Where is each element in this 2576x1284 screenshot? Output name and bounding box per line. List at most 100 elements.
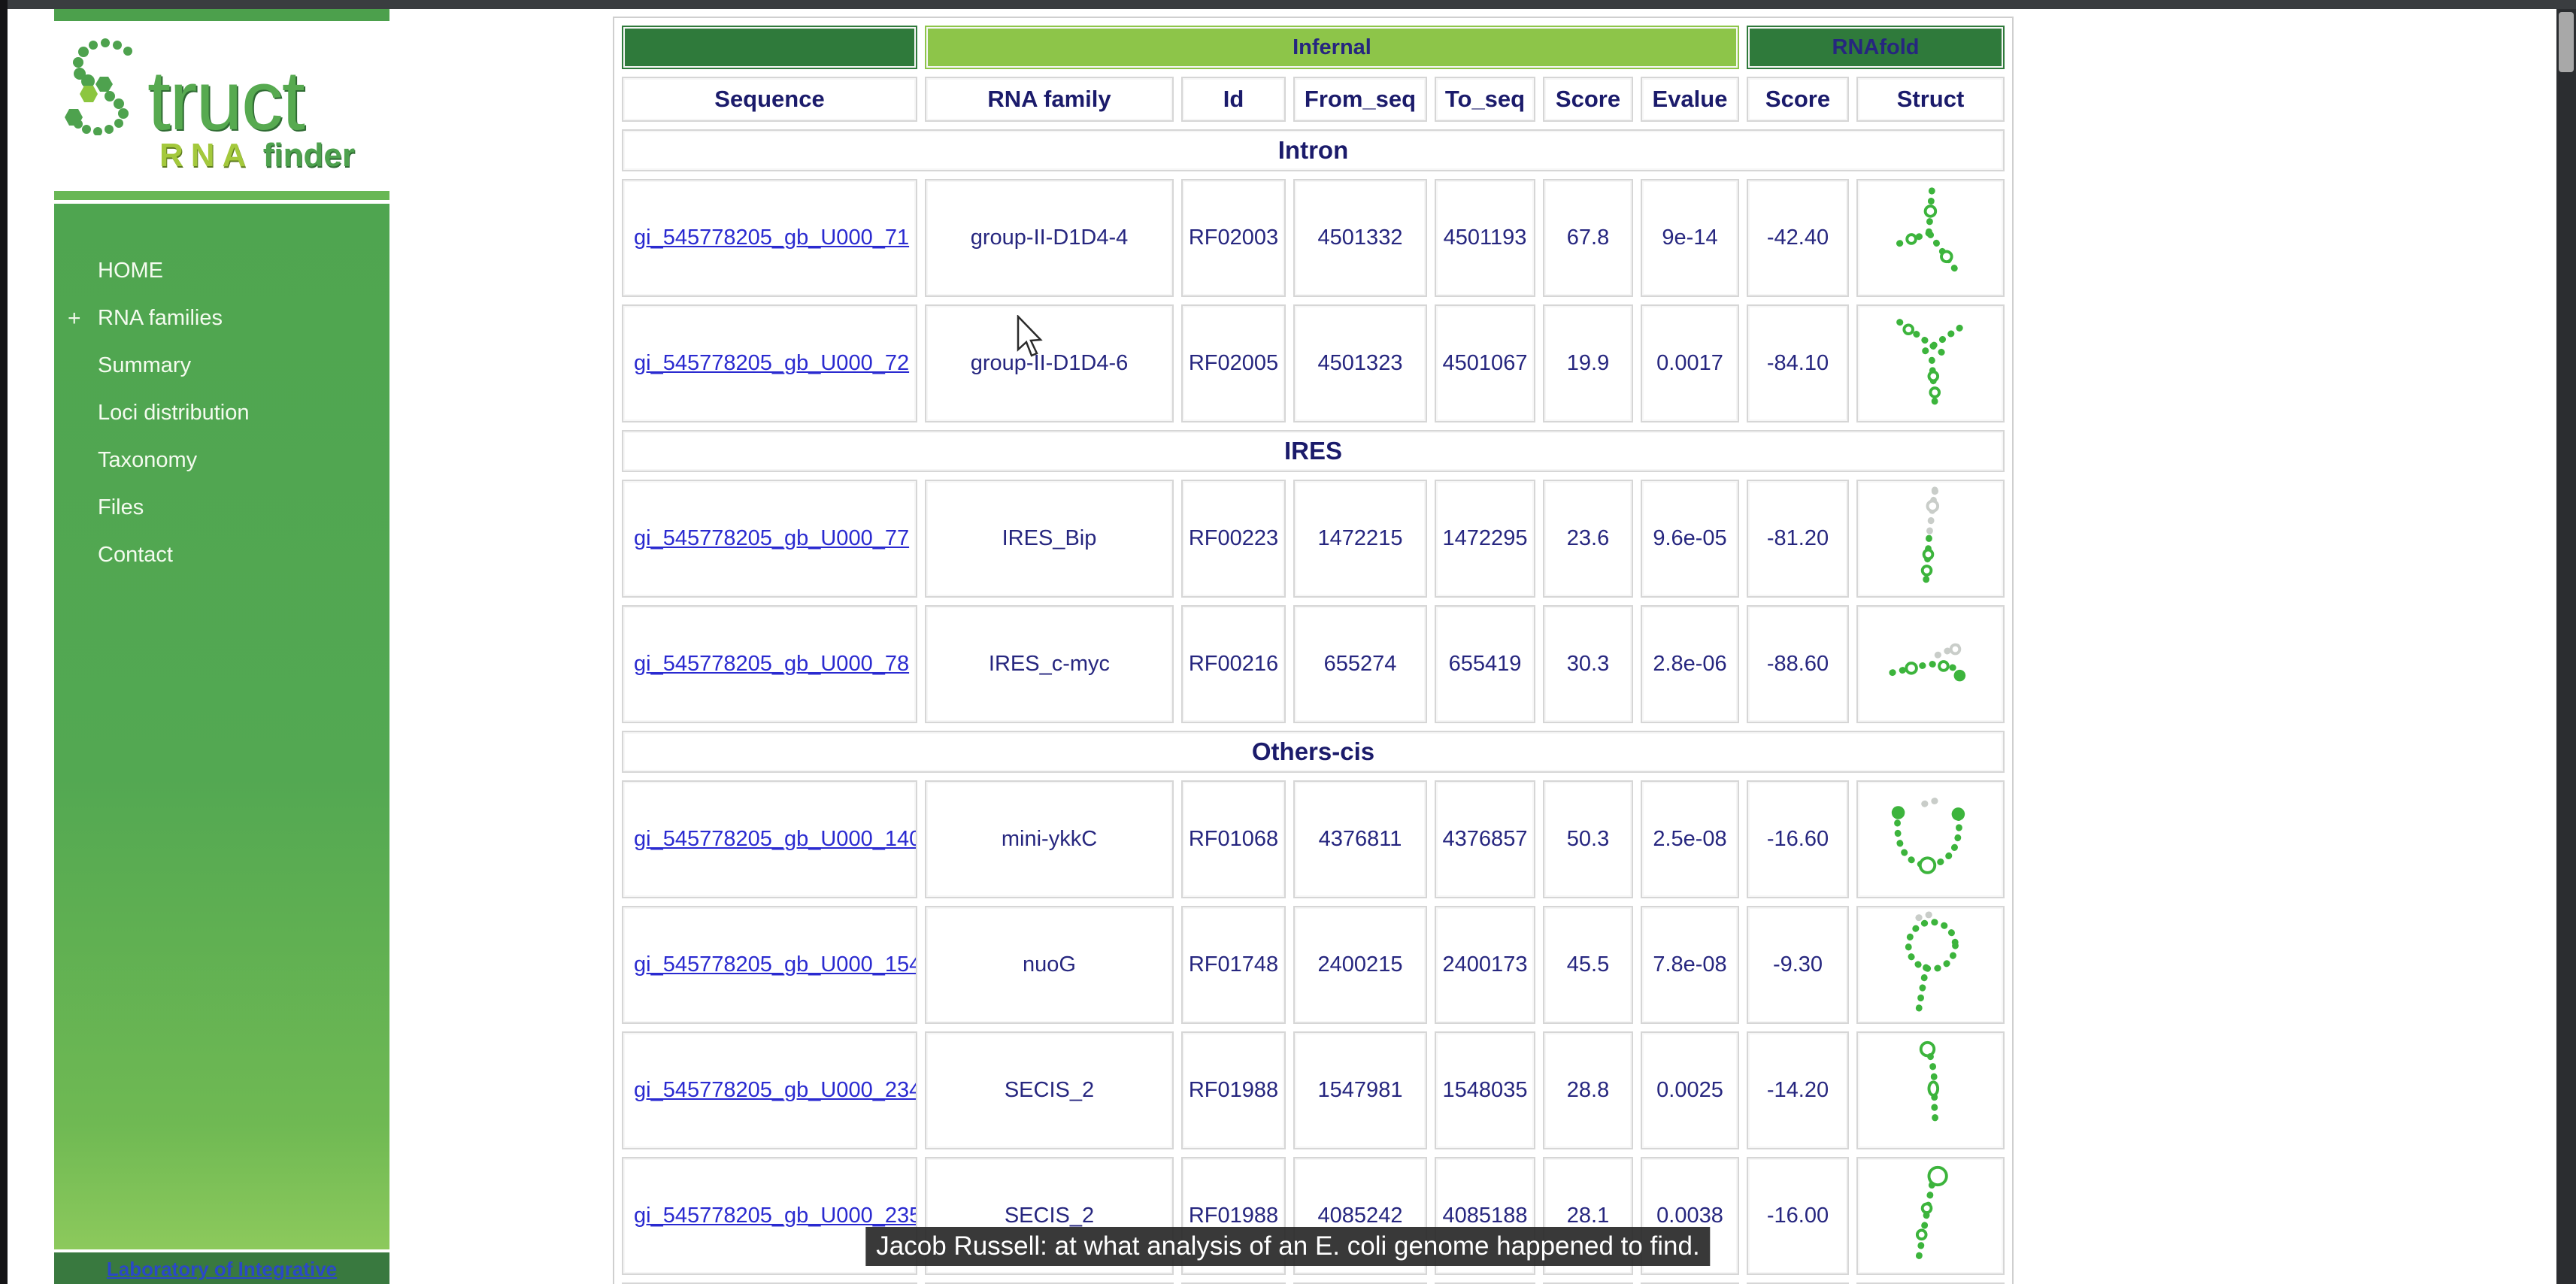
evalue-cell: 7.8e-08 [1641, 906, 1739, 1024]
evalue-cell: 2.8e-06 [1641, 605, 1739, 723]
sequence-link[interactable]: gi_545778205_gb_U000_140 [634, 827, 917, 851]
table-row: gi_545778205_gb_U000_71 group-II-D1D4-4 RF… [622, 179, 2005, 297]
sequence-link[interactable]: gi_545778205_gb_U000_72 [634, 351, 910, 375]
table-row: gi_545778205_gb_U000_72 group-II-D1D4-6 RF… [622, 304, 2005, 422]
to-seq-cell: 1548035 [1435, 1031, 1535, 1149]
sidebar-top-bar [54, 9, 389, 21]
sequence-cell: gi_545778205_gb_U000_154 [622, 906, 917, 1024]
sequence-link[interactable]: gi_545778205_gb_U000_154 [634, 952, 917, 977]
from-seq-cell: 655274 [1293, 605, 1427, 723]
score-cell: 30.3 [1543, 605, 1633, 723]
expand-plus-icon[interactable]: + [68, 305, 81, 331]
to-seq-cell: 4501193 [1435, 179, 1535, 297]
column-header-struct: Struct [1856, 77, 2005, 122]
scrollbar-track[interactable] [2556, 9, 2576, 1284]
rnafold-score-cell: -84.10 [1747, 304, 1849, 422]
sidebar-separator [54, 191, 389, 200]
logo-text-finder: finder [262, 137, 356, 174]
table-row: gi_545778205_gb_U000_77 IRES_Bip RF00223 14… [622, 480, 2005, 598]
table-row: gi_545778205_gb_U000_234 SECIS_2 RF01988 15… [622, 1031, 2005, 1149]
results-table-wrap: Infernal RNAfold Sequence RNA family Id … [613, 17, 2014, 1284]
evalue-cell: 0.0025 [1641, 1031, 1739, 1149]
empty-cell [622, 1282, 917, 1284]
sidebar-footer: Laboratory of Integrative Bioinformatics… [54, 1249, 389, 1284]
stem-loop-structure-icon[interactable] [1887, 1161, 1974, 1271]
struct-cell [1856, 1157, 2005, 1275]
sidebar-item-loci-distribution[interactable]: Loci distribution [54, 389, 389, 437]
sidebar-item-rna-families[interactable]: + RNA families [54, 295, 389, 342]
sidebar-separator-line [54, 200, 389, 204]
scrollbar-thumb[interactable] [2559, 12, 2574, 72]
table-row-cutoff [622, 1282, 2005, 1284]
logo-text-rna: RNA [159, 137, 254, 174]
rnafold-score-cell: -88.60 [1747, 605, 1849, 723]
to-seq-cell: 1472295 [1435, 480, 1535, 598]
table-row: gi_545778205_gb_U000_154 nuoG RF01748 24002… [622, 906, 2005, 1024]
empty-cell [1181, 1282, 1286, 1284]
id-cell: RF00216 [1181, 605, 1286, 723]
score-cell: 23.6 [1543, 480, 1633, 598]
column-header-rna-family: RNA family [925, 77, 1174, 122]
sequence-link[interactable]: gi_545778205_gb_U000_235 [634, 1204, 917, 1228]
column-header-sequence: Sequence [622, 77, 917, 122]
window-top-bar [0, 0, 2576, 9]
column-header-row: Sequence RNA family Id From_seq To_seq S… [622, 77, 2005, 122]
evalue-cell: 9e-14 [1641, 179, 1739, 297]
from-seq-cell: 1472215 [1293, 480, 1427, 598]
empty-cell [1747, 1282, 1849, 1284]
sequence-link[interactable]: gi_545778205_gb_U000_78 [634, 652, 910, 676]
sequence-cell: gi_545778205_gb_U000_77 [622, 480, 917, 598]
section-row-ires: IRES [622, 430, 2005, 472]
sidebar-item-files[interactable]: Files [54, 484, 389, 531]
section-title: Intron [622, 129, 2005, 171]
rna-family-cell: IRES_c-myc [925, 605, 1174, 723]
empty-cell [1293, 1282, 1427, 1284]
logo[interactable]: truct RNA finder [54, 21, 389, 191]
section-row-intron: Intron [622, 129, 2005, 171]
score-cell: 19.9 [1543, 304, 1633, 422]
id-cell: RF01068 [1181, 780, 1286, 898]
sequence-cell: gi_545778205_gb_U000_78 [622, 605, 917, 723]
id-cell: RF01748 [1181, 906, 1286, 1024]
empty-cell [1435, 1282, 1535, 1284]
section-title: IRES [622, 430, 2005, 472]
sidebar-item-contact[interactable]: Contact [54, 531, 389, 579]
sidebar-item-taxonomy[interactable]: Taxonomy [54, 437, 389, 484]
score-cell: 28.8 [1543, 1031, 1633, 1149]
rnafold-score-cell: -14.20 [1747, 1031, 1849, 1149]
horizontal-branch-structure-icon[interactable] [1887, 610, 1974, 719]
score-cell: 50.3 [1543, 780, 1633, 898]
sidebar-item-label: Loci distribution [98, 401, 250, 425]
rna-family-cell: nuoG [925, 906, 1174, 1024]
results-table: Infernal RNAfold Sequence RNA family Id … [613, 17, 2014, 1284]
sequence-cell: gi_545778205_gb_U000_140 [622, 780, 917, 898]
rna-family-cell: SECIS_2 [925, 1031, 1174, 1149]
three-branch-structure-icon[interactable] [1887, 183, 1974, 293]
sequence-link[interactable]: gi_545778205_gb_U000_234 [634, 1078, 917, 1102]
sidebar-item-summary[interactable]: Summary [54, 342, 389, 389]
hairpin-hook-structure-icon[interactable] [1887, 1036, 1974, 1146]
footer-link-laboratory[interactable]: Laboratory of Integrative Bioinformatics [106, 1258, 338, 1284]
struct-cell [1856, 780, 2005, 898]
sidebar-menu: HOME + RNA families Summary Loci distributio… [54, 204, 389, 1249]
u-shape-structure-icon[interactable] [1887, 785, 1974, 895]
struct-cell [1856, 304, 2005, 422]
sequence-link[interactable]: gi_545778205_gb_U000_77 [634, 526, 910, 550]
vertical-two-tone-structure-icon[interactable] [1887, 483, 1974, 594]
subtitle-caption: Jacob Russell: at what analysis of an E.… [865, 1227, 1711, 1266]
sidebar-item-label: Summary [98, 353, 192, 377]
sequence-cell: gi_545778205_gb_U000_72 [622, 304, 917, 422]
group-header-rnafold: RNAfold [1747, 26, 2005, 69]
rnafold-score-cell: -16.60 [1747, 780, 1849, 898]
y-shape-structure-icon[interactable] [1887, 309, 1974, 419]
evalue-cell: 2.5e-08 [1641, 780, 1739, 898]
rna-family-cell: IRES_Bip [925, 480, 1174, 598]
lollipop-structure-icon[interactable] [1887, 910, 1974, 1020]
sidebar-item-home[interactable]: HOME [54, 247, 389, 295]
score-cell: 45.5 [1543, 906, 1633, 1024]
column-header-evalue: Evalue [1641, 77, 1739, 122]
sequence-link[interactable]: gi_545778205_gb_U000_71 [634, 226, 910, 250]
rnafold-score-cell: -16.00 [1747, 1157, 1849, 1275]
struct-cell [1856, 605, 2005, 723]
